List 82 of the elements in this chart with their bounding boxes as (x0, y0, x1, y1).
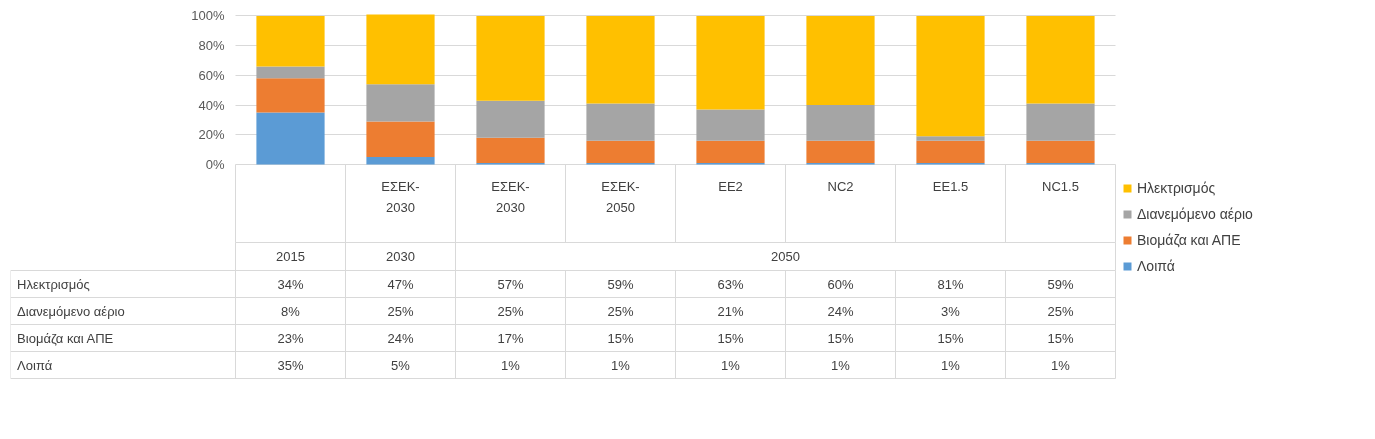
data-label: 15% (717, 330, 744, 346)
legend-label: Ηλεκτρισμός (1137, 180, 1216, 196)
data-label: 63% (717, 276, 744, 292)
bar (586, 15, 655, 104)
y-tick-label: 40% (198, 97, 225, 113)
data-label: 1% (721, 357, 741, 373)
data-label: 25% (1047, 303, 1074, 319)
y-tick-label: 60% (198, 67, 225, 83)
data-label: 15% (937, 330, 964, 346)
bar (806, 15, 875, 106)
data-label: 5% (391, 357, 411, 373)
bar (1026, 140, 1095, 164)
data-label: 59% (1047, 276, 1074, 292)
data-label: 1% (611, 357, 631, 373)
data-label: 59% (607, 276, 634, 292)
legend-label: Λοιπά (1137, 258, 1175, 274)
data-label: 15% (607, 330, 634, 346)
bar (1026, 15, 1095, 104)
bar (256, 15, 325, 67)
data-label: 3% (941, 303, 961, 319)
x-tick-label: ΕΣΕΚ- 2030 (491, 178, 530, 215)
data-label: 24% (827, 303, 854, 319)
data-label: 1% (1051, 357, 1071, 373)
bar (366, 157, 435, 165)
x-tick-label: ΕΣΕΚ- 2050 (601, 178, 640, 215)
bar (476, 100, 545, 138)
data-label: 60% (827, 276, 854, 292)
bar (806, 105, 875, 141)
data-label: 15% (1047, 330, 1074, 346)
y-tick-label: 100% (191, 8, 225, 24)
data-label: 15% (827, 330, 854, 346)
text: 2030 (386, 249, 415, 264)
bar (696, 109, 765, 141)
x-tick-label: NC2 (827, 178, 854, 194)
text: 2015 (276, 249, 305, 264)
data-label: 34% (277, 276, 304, 292)
data-label: 25% (387, 303, 414, 319)
y-tick-label: 20% (198, 127, 225, 143)
legend-label: Διανεμόμενο αέριο (1137, 206, 1253, 222)
data-label: 57% (497, 276, 524, 292)
bar (256, 66, 325, 79)
data-label: 1% (501, 357, 521, 373)
bar (1026, 103, 1095, 141)
text: Διανεμόμενο αέριο (17, 303, 125, 319)
data-label: 17% (497, 330, 524, 346)
bar (366, 121, 435, 158)
bar (696, 15, 765, 110)
bar (916, 136, 985, 141)
bar (476, 15, 545, 101)
bar (806, 140, 875, 164)
legend-label: Βιομάζα και ΑΠΕ (1137, 232, 1241, 248)
text: Βιομάζα και ΑΠΕ (17, 330, 114, 346)
data-label: 21% (717, 303, 744, 319)
text: 2050 (771, 249, 800, 264)
y-tick-label: 0% (205, 157, 225, 172)
y-tick-label: 80% (198, 38, 225, 54)
bar (586, 103, 655, 141)
x-tick-label: EE2 (718, 178, 743, 194)
text: Λοιπά (17, 357, 53, 373)
data-label: 25% (497, 303, 524, 319)
data-label: 47% (387, 276, 414, 292)
data-label: 8% (281, 303, 301, 319)
data-label: 23% (277, 330, 304, 346)
data-label: 35% (277, 357, 304, 373)
bar (696, 140, 765, 164)
bar (256, 78, 325, 113)
data-label: 81% (937, 276, 964, 292)
data-label: 25% (607, 303, 634, 319)
bar (366, 14, 435, 85)
bar (476, 137, 545, 164)
data-label: 1% (941, 357, 961, 373)
bar (366, 84, 435, 122)
x-tick-label: ΕΣΕΚ- 2030 (381, 178, 420, 215)
data-label: 1% (831, 357, 851, 373)
bar (586, 140, 655, 164)
bar (916, 140, 985, 164)
x-tick-label: NC1.5 (1042, 178, 1079, 194)
bar (256, 112, 325, 165)
bar (916, 15, 985, 137)
data-label: 24% (387, 330, 414, 346)
x-tick-label: EE1.5 (932, 178, 969, 194)
text: Ηλεκτρισμός (17, 276, 90, 292)
